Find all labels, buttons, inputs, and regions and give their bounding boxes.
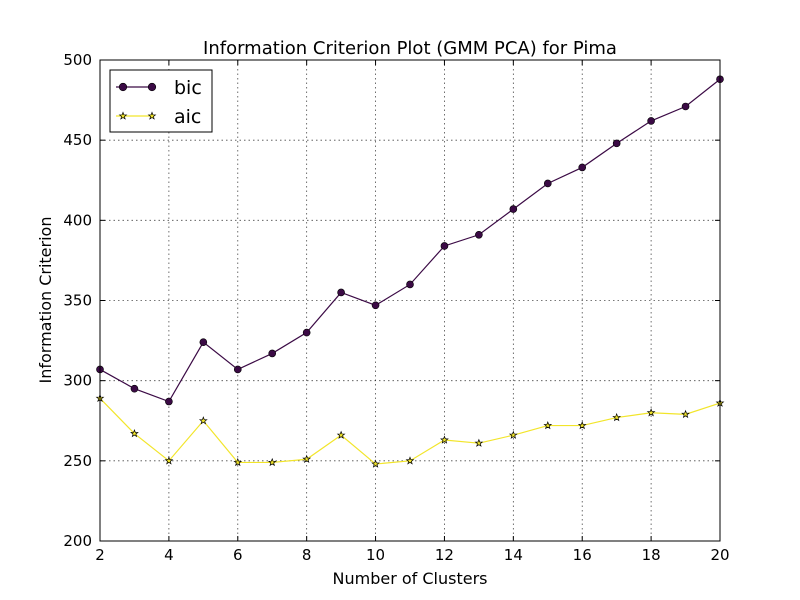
x-tick-label: 10 xyxy=(366,546,385,564)
legend-marker-aic xyxy=(118,111,128,120)
data-point-aic xyxy=(474,438,484,447)
y-axis-label: Information Criterion xyxy=(36,217,55,384)
x-tick-label: 4 xyxy=(164,546,174,564)
data-point-aic xyxy=(371,459,380,468)
series-layer xyxy=(95,75,725,468)
data-point-bic xyxy=(681,102,690,111)
y-tick-label: 500 xyxy=(63,51,92,69)
series-aic xyxy=(95,393,725,468)
x-tick-label: 14 xyxy=(504,546,523,564)
data-point-aic xyxy=(612,412,622,422)
data-point-bic xyxy=(612,139,621,148)
data-point-bic xyxy=(543,179,552,188)
x-tick-label: 16 xyxy=(573,546,592,564)
data-point-bic xyxy=(509,205,518,213)
legend-marker-bic xyxy=(147,82,157,92)
x-tick-label: 12 xyxy=(435,546,454,564)
x-tick-label: 2 xyxy=(95,546,105,564)
data-point-bic xyxy=(440,242,449,250)
y-tick-label: 400 xyxy=(63,211,92,229)
data-point-aic xyxy=(508,430,518,439)
axis-ticks: 2 4 6 8 10 12 14 16 18 20 200 250 300 350 400 450 500 xyxy=(63,51,729,564)
data-point-bic xyxy=(199,338,208,346)
legend-marker-bic xyxy=(118,82,128,92)
legend: bic aic xyxy=(109,69,213,133)
y-tick-label: 300 xyxy=(63,372,92,390)
data-point-aic xyxy=(164,456,174,465)
y-tick-label: 450 xyxy=(63,131,92,149)
data-point-aic xyxy=(577,420,587,430)
data-point-aic xyxy=(646,408,656,417)
data-point-aic xyxy=(130,428,139,438)
data-point-bic xyxy=(130,384,139,393)
data-point-bic xyxy=(233,365,242,374)
data-point-aic xyxy=(681,409,690,419)
x-tick-label: 18 xyxy=(642,546,661,564)
legend-label-aic: aic xyxy=(174,106,201,128)
data-point-aic xyxy=(405,456,415,465)
data-point-bic xyxy=(268,349,277,358)
legend-marker-aic xyxy=(147,111,157,120)
data-point-bic xyxy=(406,280,414,289)
legend-label-bic: bic xyxy=(174,77,202,99)
legend-box xyxy=(109,69,213,133)
y-tick-label: 200 xyxy=(63,532,92,550)
data-point-aic xyxy=(543,420,553,430)
data-point-bic xyxy=(371,301,380,310)
data-point-bic xyxy=(578,163,587,172)
x-tick-label: 20 xyxy=(710,546,729,564)
data-point-aic xyxy=(267,457,277,467)
data-point-bic xyxy=(475,230,483,239)
series-bic xyxy=(96,75,724,406)
data-point-aic xyxy=(302,454,312,463)
data-point-aic xyxy=(440,435,449,444)
data-point-aic xyxy=(233,457,243,467)
x-axis-label: Number of Clusters xyxy=(333,569,488,588)
data-point-aic xyxy=(198,416,208,425)
y-tick-label: 250 xyxy=(63,452,92,470)
x-tick-label: 6 xyxy=(233,546,243,564)
data-point-bic xyxy=(337,288,345,297)
x-tick-label: 8 xyxy=(302,546,312,564)
y-tick-label: 350 xyxy=(63,292,92,310)
data-point-bic xyxy=(302,328,311,337)
chart-title: Information Criterion Plot (GMM PCA) for… xyxy=(203,38,617,59)
data-point-bic xyxy=(647,117,655,125)
data-point-bic xyxy=(165,397,173,406)
data-point-aic xyxy=(336,430,346,439)
